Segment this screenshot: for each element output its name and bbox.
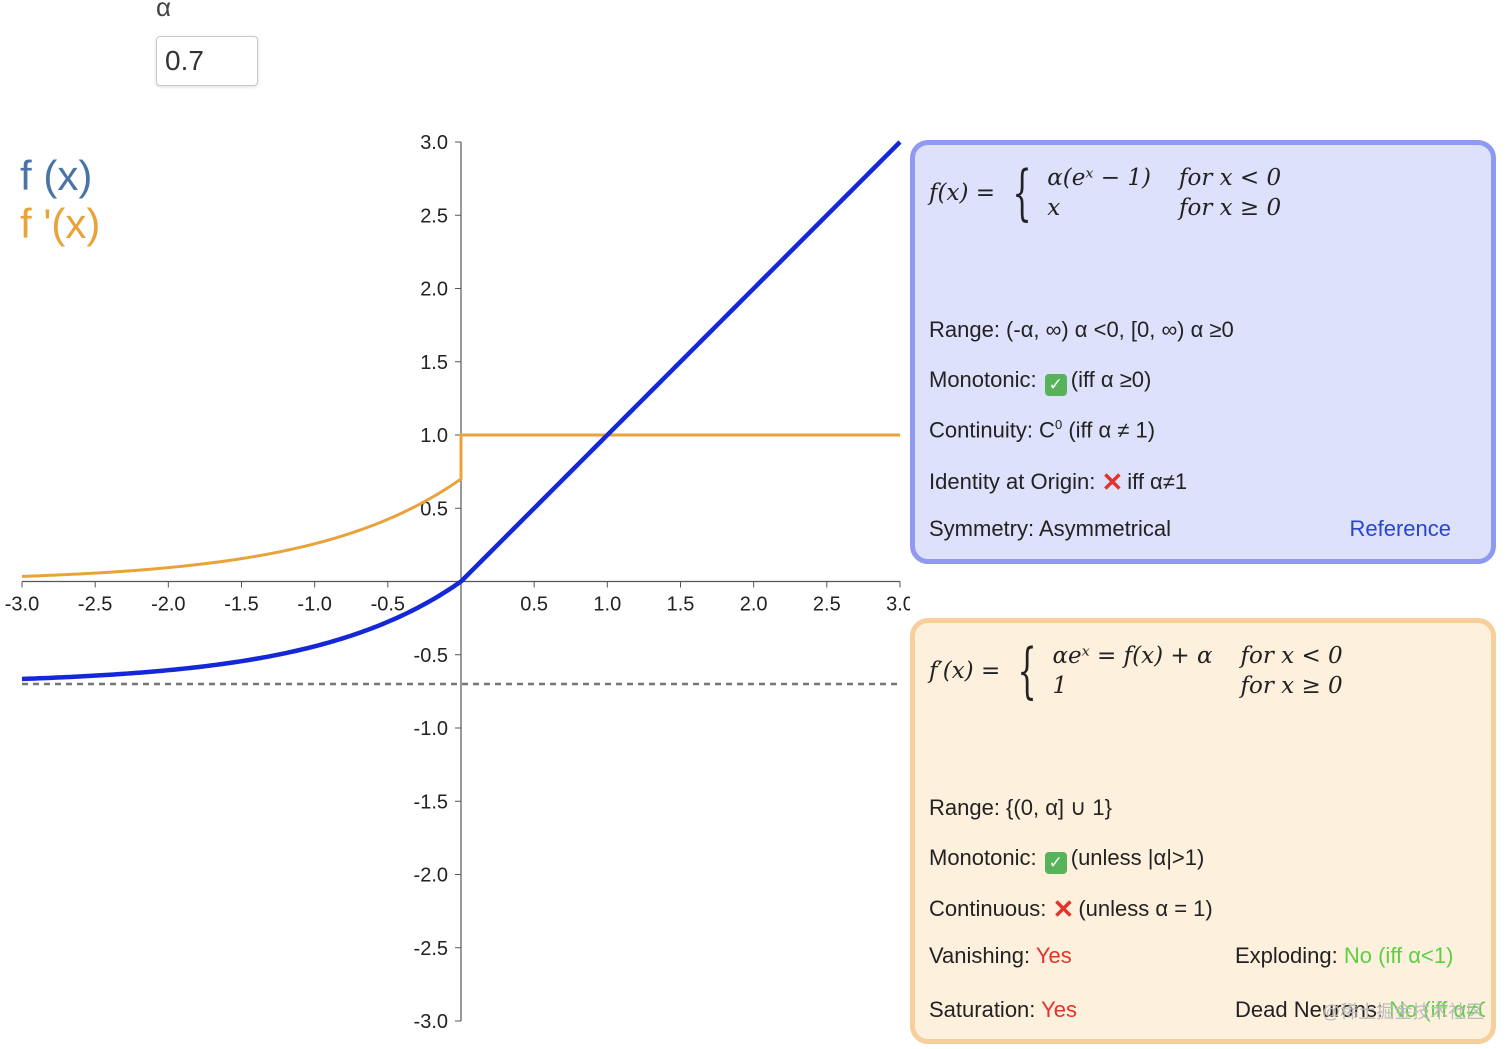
y-tick-label: 2.0 xyxy=(420,279,448,301)
fprime-case1-cond: for x < 0 xyxy=(1240,643,1343,669)
x-tick-label: 2.5 xyxy=(813,594,841,616)
fprime-vanishing: Vanishing: Yes xyxy=(929,943,1072,969)
f-identity: Identity at Origin: ✕ iff α≠1 xyxy=(929,467,1187,498)
fprime-case2-cond: for x ≥ 0 xyxy=(1240,673,1343,699)
fprime-saturation-label: Saturation: xyxy=(929,997,1036,1022)
y-tick-label: 0.5 xyxy=(420,498,448,520)
x-tick-label: -1.0 xyxy=(297,594,331,616)
y-tick-label: -3.0 xyxy=(414,1011,448,1033)
y-tick-label: -1.0 xyxy=(414,718,448,740)
cross-icon: ✕ xyxy=(1052,894,1075,924)
fprime-dead-label: Dead Neurons: xyxy=(1235,997,1383,1022)
y-tick-label: -0.5 xyxy=(414,645,448,667)
x-tick-label: -1.5 xyxy=(224,594,258,616)
y-tick-label: -2.0 xyxy=(414,865,448,887)
watermark: @稀土掘金技术社区 xyxy=(1322,1002,1485,1022)
check-icon: ✓ xyxy=(1044,374,1067,396)
y-tick-label: 1.0 xyxy=(420,425,448,447)
f-case1-cond: for x < 0 xyxy=(1178,165,1282,191)
fprime-exploding-label: Exploding: xyxy=(1235,943,1338,968)
x-tick-label: 3.0 xyxy=(886,594,910,616)
fprime-monotonic-label: Monotonic: xyxy=(929,845,1037,870)
f-range: Range: (-α, ∞) α <0, [0, ∞) α ≥0 xyxy=(929,317,1234,342)
alpha-label: α xyxy=(156,0,172,22)
fprime-vanishing-value: Yes xyxy=(1035,943,1072,968)
fprime-saturation-value: Yes xyxy=(1041,997,1078,1022)
cross-icon: ✕ xyxy=(1101,467,1124,497)
fprime-continuous-note: (unless α = 1) xyxy=(1078,896,1213,921)
f-properties-panel: f(x) = { α(eˣ − 1) for x < 0 x for x ≥ 0… xyxy=(910,140,1496,564)
f-monotonic: Monotonic: ✓ (iff α ≥0) xyxy=(929,367,1151,396)
x-tick-label: -3.0 xyxy=(5,594,39,616)
f-case1-expr: α(eˣ − 1) xyxy=(1047,165,1151,191)
f-continuity-label: Continuity: C xyxy=(929,417,1055,443)
fprime-vanishing-label: Vanishing: xyxy=(929,943,1031,968)
f-identity-note: iff α≠1 xyxy=(1127,469,1188,494)
f-identity-label: Identity at Origin: xyxy=(929,469,1096,494)
f-continuity-sup: 0 xyxy=(1054,417,1063,432)
x-tick-label: 0.5 xyxy=(520,594,548,616)
fprime-continuous-label: Continuous: xyxy=(929,896,1047,921)
f-monotonic-note: (iff α ≥0) xyxy=(1070,367,1152,392)
f-continuity-note: (iff α ≠ 1) xyxy=(1068,417,1156,443)
fprime-properties-panel: f′(x) = { αeˣ = f(x) + α for x < 0 1 for… xyxy=(910,618,1496,1044)
f-case2-expr: x xyxy=(1047,195,1061,221)
f-formula-lhs: f(x) = xyxy=(929,180,996,206)
f-continuity: Continuity: C0 (iff α ≠ 1) xyxy=(929,417,1155,443)
reference-link[interactable]: Reference xyxy=(1349,516,1451,541)
f-monotonic-label: Monotonic: xyxy=(929,367,1037,392)
x-tick-label: 1.0 xyxy=(593,594,621,616)
fprime-case2-expr: 1 xyxy=(1052,673,1068,699)
x-tick-label: 1.5 xyxy=(667,594,695,616)
x-tick-label: -0.5 xyxy=(371,594,405,616)
f-formula: f(x) = { α(eˣ − 1) for x < 0 x for x ≥ 0 xyxy=(929,163,1281,223)
fprime-monotonic-note: (unless |α|>1) xyxy=(1070,845,1205,870)
y-tick-label: 2.5 xyxy=(420,205,448,227)
check-icon: ✓ xyxy=(1044,852,1067,874)
function-chart: -3.0 -2.5 -2.0 -1.5 -1.0 -0.5 0.5 1.0 1.5 2.0 2.5 3… xyxy=(5,132,910,1033)
fprime-monotonic: Monotonic: ✓ (unless |α|>1) xyxy=(929,845,1204,874)
x-tick-label: 2.0 xyxy=(740,594,768,616)
brace-icon: { xyxy=(1017,636,1037,706)
fprime-series-line xyxy=(21,433,900,578)
y-tick-label: -2.5 xyxy=(414,938,448,960)
f-symmetry: Symmetry: Asymmetrical xyxy=(929,516,1172,541)
fprime-case1-expr: αeˣ = f(x) + α xyxy=(1052,643,1213,669)
legend-f: f (x) xyxy=(20,152,93,199)
fprime-formula-lhs: f′(x) = xyxy=(929,658,1001,684)
legend-fprime: f '(x) xyxy=(20,200,101,247)
fprime-exploding-value: No (iff α<1) xyxy=(1343,943,1454,968)
fprime-exploding: Exploding: No (iff α<1) xyxy=(1235,943,1453,969)
fprime-dead-neurons: Dead Neurons: No (iff α≠0) xyxy=(1235,997,1485,1023)
brace-icon: { xyxy=(1012,158,1032,228)
f-case2-cond: for x ≥ 0 xyxy=(1178,195,1282,221)
y-tick-label: -1.5 xyxy=(414,791,448,813)
fprime-range: Range: {(0, α] ∪ 1} xyxy=(929,795,1112,820)
fprime-dead-value: No (iff α≠0) xyxy=(1389,997,1485,1022)
f-series-line xyxy=(21,140,902,682)
fprime-saturation: Saturation: Yes xyxy=(929,997,1077,1023)
alpha-input[interactable] xyxy=(156,36,258,86)
fprime-formula: f′(x) = { αeˣ = f(x) + α for x < 0 1 for… xyxy=(929,641,1343,701)
x-tick-label: -2.0 xyxy=(151,594,185,616)
y-tick-label: 1.5 xyxy=(420,352,448,374)
y-tick-label: 3.0 xyxy=(420,132,448,154)
x-tick-label: -2.5 xyxy=(78,594,112,616)
fprime-continuous: Continuous: ✕ (unless α = 1) xyxy=(929,894,1213,925)
